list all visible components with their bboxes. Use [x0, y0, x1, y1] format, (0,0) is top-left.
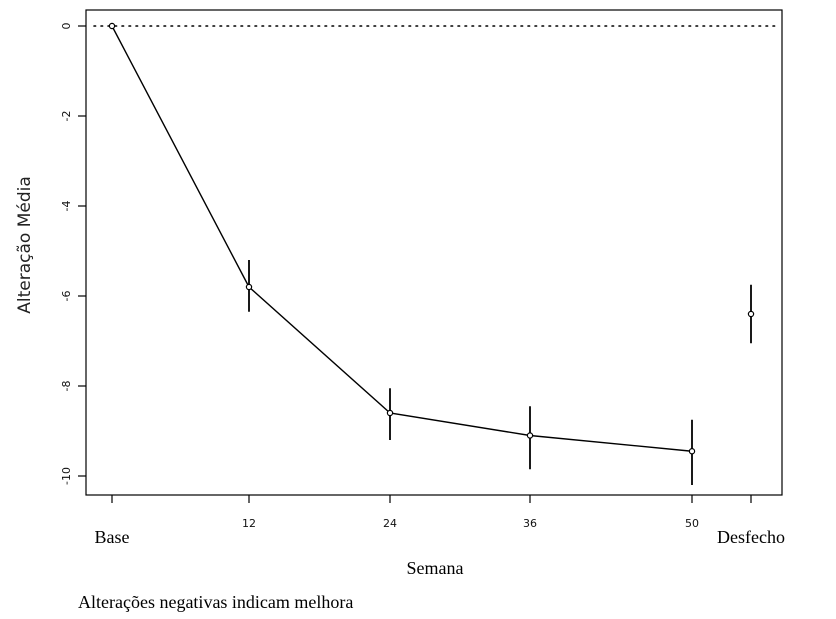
x-axis: 12 24 36 50 Base Desfecho — [95, 495, 785, 547]
x-tick-label: 24 — [383, 517, 397, 530]
x-tick-label: 50 — [685, 517, 699, 530]
data-point — [108, 22, 116, 30]
series-group — [108, 22, 755, 485]
x-axis-title: Semana — [407, 558, 464, 578]
y-tick-label: -10 — [60, 467, 73, 485]
data-point — [747, 310, 755, 318]
y-tick-label: 0 — [60, 23, 73, 30]
x-tick-label: 12 — [242, 517, 256, 530]
y-axis-title: Alteração Média — [15, 176, 35, 314]
x-tick-label: 36 — [523, 517, 537, 530]
footnote: Alterações negativas indicam melhora — [78, 592, 353, 612]
y-tick-label: -4 — [60, 201, 73, 212]
y-tick-label: -2 — [60, 111, 73, 122]
data-point — [245, 283, 253, 291]
y-axis: 0 -2 -4 -6 -8 -10 — [60, 23, 86, 485]
y-tick-label: -8 — [60, 381, 73, 392]
y-tick-label: -6 — [60, 291, 73, 302]
x-category-label: Base — [95, 527, 130, 547]
data-point — [526, 432, 534, 439]
data-point — [688, 448, 696, 455]
x-category-label: Desfecho — [717, 527, 785, 547]
plot-border — [85, 9, 783, 496]
plot-frame — [85, 9, 783, 496]
data-point — [386, 409, 394, 417]
series-line — [111, 25, 693, 452]
